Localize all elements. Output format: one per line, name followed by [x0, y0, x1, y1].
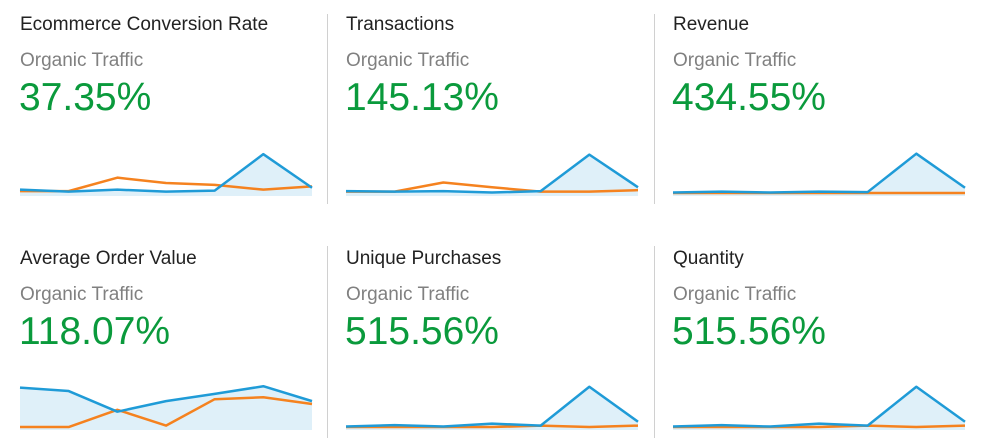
- card-subtitle: Organic Traffic: [20, 284, 144, 305]
- sparkline-comparison-line: [673, 424, 966, 429]
- column-divider: [654, 14, 655, 204]
- card-ecommerce-conversion-rate[interactable]: Ecommerce Conversion Rate Organic Traffi…: [19, 0, 320, 210]
- card-title: Ecommerce Conversion Rate: [20, 14, 269, 35]
- card-value: 145.13%: [345, 76, 499, 119]
- sparkline-area: [346, 154, 638, 196]
- sparkline-comparison-line: [20, 396, 313, 429]
- card-title: Average Order Value: [20, 248, 197, 269]
- sparkline-primary-line: [19, 152, 313, 193]
- card-title: Quantity: [673, 248, 744, 269]
- column-divider: [654, 246, 655, 438]
- card-subtitle: Organic Traffic: [346, 284, 470, 305]
- sparkline-area: [20, 386, 312, 430]
- sparkline-primary-line: [672, 152, 966, 194]
- card-subtitle: Organic Traffic: [20, 50, 144, 71]
- sparkline-comparison-line: [346, 424, 639, 429]
- card-subtitle: Organic Traffic: [346, 50, 470, 71]
- card-title: Transactions: [346, 14, 455, 35]
- sparkline: [19, 152, 313, 196]
- card-revenue[interactable]: Revenue Organic Traffic 434.55%: [672, 0, 973, 210]
- sparkline-primary-line: [19, 384, 313, 413]
- card-average-order-value[interactable]: Average Order Value Organic Traffic 118.…: [19, 234, 320, 444]
- card-unique-purchases[interactable]: Unique Purchases Organic Traffic 515.56%: [345, 234, 646, 444]
- sparkline: [19, 384, 313, 430]
- card-subtitle: Organic Traffic: [673, 50, 797, 71]
- sparkline-area: [20, 154, 312, 196]
- sparkline-area: [673, 153, 965, 196]
- sparkline-area: [346, 386, 638, 430]
- card-value: 515.56%: [345, 310, 499, 353]
- card-subtitle: Organic Traffic: [673, 284, 797, 305]
- card-value: 515.56%: [672, 310, 826, 353]
- card-quantity[interactable]: Quantity Organic Traffic 515.56%: [672, 234, 973, 444]
- card-value: 37.35%: [19, 76, 152, 119]
- card-transactions[interactable]: Transactions Organic Traffic 145.13%: [345, 0, 646, 210]
- card-value: 434.55%: [672, 76, 826, 119]
- sparkline: [672, 385, 966, 430]
- card-value: 118.07%: [19, 310, 171, 353]
- sparkline: [672, 152, 966, 196]
- column-divider: [327, 14, 328, 204]
- sparkline: [345, 385, 639, 430]
- sparkline: [345, 153, 639, 196]
- sparkline-area: [673, 386, 965, 430]
- sparkline-primary-line: [345, 153, 639, 194]
- card-title: Unique Purchases: [346, 248, 502, 269]
- column-divider: [327, 246, 328, 438]
- sparkline-primary-line: [345, 385, 639, 428]
- sparkline-primary-line: [672, 385, 966, 428]
- card-title: Revenue: [673, 14, 750, 35]
